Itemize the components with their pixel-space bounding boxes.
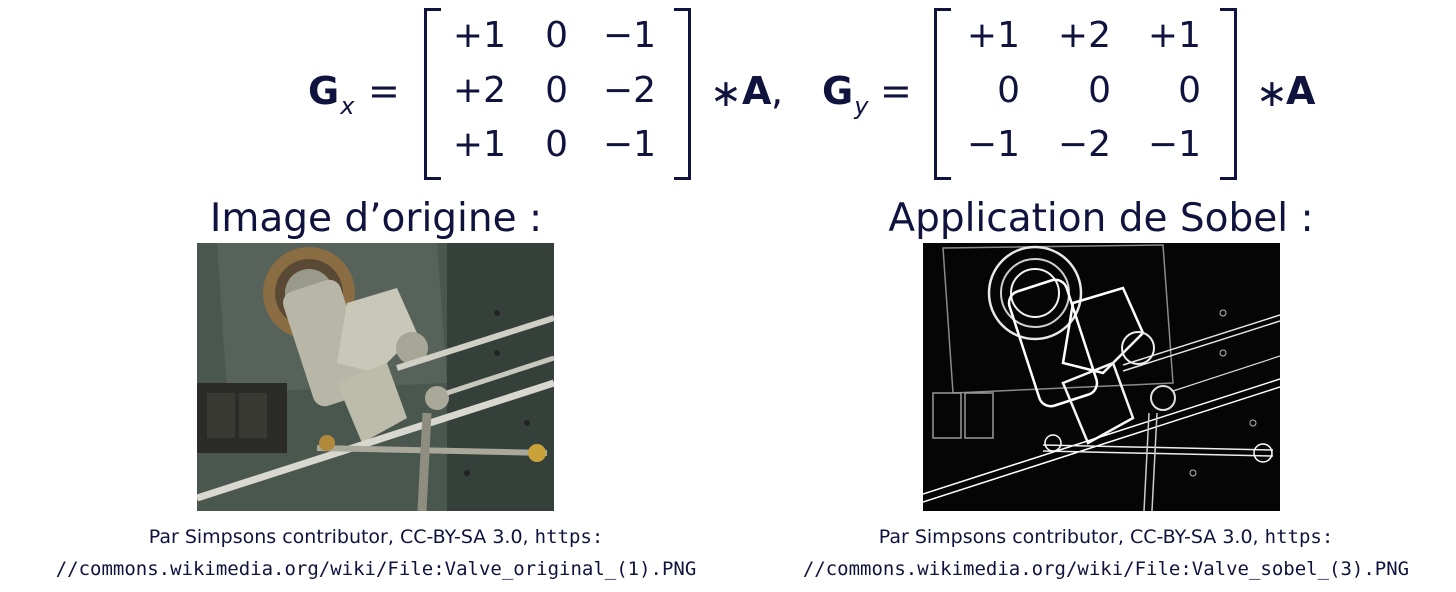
gx-cell: +1 xyxy=(452,124,506,165)
gy-operator: ∗ xyxy=(1256,71,1288,115)
gy-cell: 0 xyxy=(1088,70,1111,111)
gx-right-bracket xyxy=(674,8,691,180)
gx-operator: ∗ xyxy=(710,71,742,115)
original-caption-url-start[interactable]: https: xyxy=(534,526,604,548)
gx-equals: = xyxy=(368,69,400,113)
sobel-caption-url[interactable]: //commons.wikimedia.org/wiki/File:Valve_… xyxy=(802,558,1410,580)
gx-cell: +2 xyxy=(452,70,506,111)
gy-cell: −1 xyxy=(966,124,1020,165)
gy-cell: +1 xyxy=(1147,15,1201,56)
gx-operand: A xyxy=(742,69,772,113)
sobel-image-caption: Par Simpsons contributor, CC-BY-SA 3.0, … xyxy=(756,521,1456,585)
gx-cell: −1 xyxy=(602,15,656,56)
sobel-caption-url-start[interactable]: https: xyxy=(1264,526,1334,548)
gx-separator: , xyxy=(771,69,784,113)
gy-left-bracket xyxy=(934,8,951,180)
gy-cell: −2 xyxy=(1057,124,1111,165)
gy-label: Gy xyxy=(822,69,868,118)
gy-right-bracket xyxy=(1220,8,1237,180)
gx-cell: 0 xyxy=(545,70,568,111)
sobel-caption-line1: Par Simpsons contributor, CC-BY-SA 3.0, … xyxy=(756,521,1456,553)
gy-equals: = xyxy=(880,69,912,113)
gx-cell: −1 xyxy=(602,124,656,165)
sobel-valve-photo xyxy=(923,243,1280,511)
gx-cell: 0 xyxy=(545,124,568,165)
gy-cell: +1 xyxy=(966,15,1020,56)
original-image-heading: Image d’origine : xyxy=(209,196,543,241)
original-valve-photo xyxy=(197,243,554,511)
gy-symbol: G xyxy=(822,69,854,113)
gy-cell: +2 xyxy=(1057,15,1111,56)
gx-subscript: x xyxy=(340,92,355,120)
gx-symbol: G xyxy=(308,69,340,113)
gx-cell: −2 xyxy=(602,70,656,111)
gx-cell: 0 xyxy=(545,15,568,56)
gy-subscript: y xyxy=(854,92,869,120)
gx-label: Gx xyxy=(308,69,354,118)
original-caption-line1: Par Simpsons contributor, CC-BY-SA 3.0, … xyxy=(0,521,752,553)
original-image-caption: Par Simpsons contributor, CC-BY-SA 3.0, … xyxy=(0,521,752,585)
original-caption-url[interactable]: //commons.wikimedia.org/wiki/File:Valve_… xyxy=(55,558,697,580)
gy-operand: A xyxy=(1286,69,1316,113)
gy-cell: 0 xyxy=(1178,70,1201,111)
original-caption-credit: Par Simpsons contributor, CC-BY-SA 3.0, xyxy=(148,526,535,548)
gy-cell: −1 xyxy=(1147,124,1201,165)
gx-left-bracket xyxy=(424,8,441,180)
gy-cell: 0 xyxy=(997,70,1020,111)
sobel-image-heading: Application de Sobel : xyxy=(888,196,1314,241)
sobel-caption-credit: Par Simpsons contributor, CC-BY-SA 3.0, xyxy=(878,526,1265,548)
gx-cell: +1 xyxy=(452,15,506,56)
